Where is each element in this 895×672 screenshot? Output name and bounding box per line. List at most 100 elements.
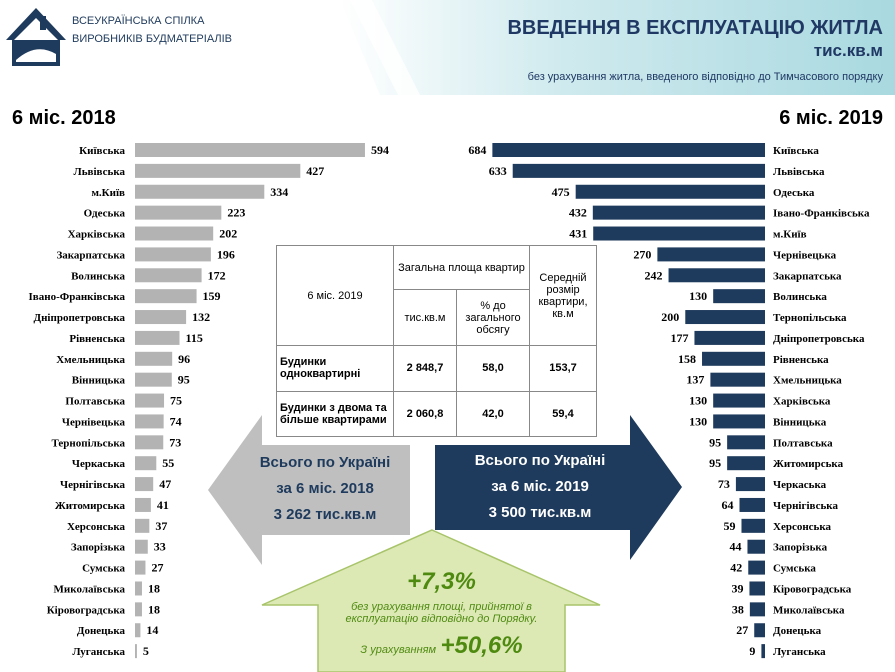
bar [135, 560, 146, 575]
value-label: 38 [732, 602, 744, 616]
table-group: Загальна площа квартир [393, 245, 530, 290]
bar [135, 310, 187, 325]
arrow-2019 [435, 415, 682, 560]
bar [713, 393, 765, 408]
bar [135, 456, 157, 471]
value-label: 431 [569, 227, 587, 241]
category-label: Дніпропетровська [773, 333, 865, 345]
bar [135, 602, 142, 617]
category-label: Чернівецька [62, 416, 126, 428]
bar [727, 456, 765, 471]
value-label: 96 [178, 352, 190, 366]
value-label: 95 [709, 456, 721, 470]
bar [668, 268, 765, 283]
category-label: Чернівецька [773, 249, 837, 261]
category-label: Житомирська [55, 500, 126, 512]
category-label: Кіровоградська [47, 604, 126, 616]
cell: 2 060,8 [393, 390, 457, 437]
category-label: Рівненська [773, 354, 829, 366]
total-line: за 6 міс. 2019 [491, 478, 589, 495]
bar [135, 268, 202, 283]
bar [135, 247, 211, 262]
value-label: 242 [645, 268, 663, 282]
category-label: Миколаївська [54, 583, 126, 595]
table-col: тис.кв.м [393, 289, 457, 346]
value-label: 115 [186, 331, 203, 345]
bar [727, 435, 765, 450]
bar [713, 289, 765, 304]
category-label: Запорізька [71, 542, 126, 554]
category-label: Волинська [773, 291, 827, 303]
bar [735, 477, 765, 492]
bar [749, 581, 765, 596]
cell: 2 848,7 [393, 345, 457, 392]
category-label: Сумська [773, 563, 816, 575]
bar [492, 143, 765, 157]
bar [135, 205, 222, 220]
value-label: 172 [208, 268, 226, 282]
value-label: 9 [749, 644, 755, 658]
bar [657, 247, 765, 262]
bar [135, 644, 137, 659]
total-line: Всього по Україні [474, 452, 606, 469]
table-col: Середній розмір квартири, кв.м [529, 245, 597, 346]
category-label: Луганська [773, 646, 826, 658]
value-label: 202 [219, 227, 237, 241]
bar [741, 518, 765, 533]
cell: 59,4 [529, 390, 597, 437]
growth-value: +7,3% [407, 568, 476, 595]
value-label: 196 [217, 247, 235, 261]
category-label: Івано-Франківська [29, 291, 126, 303]
bar [135, 497, 151, 512]
category-label: Харківська [773, 396, 831, 408]
category-label: Хмельницька [773, 375, 842, 387]
category-label: Дніпропетровська [34, 312, 126, 324]
bar [761, 644, 765, 659]
growth-with-value: +50,6% [440, 632, 523, 659]
category-label: Тернопільська [773, 312, 847, 324]
value-label: 95 [709, 435, 721, 449]
value-label: 427 [306, 164, 324, 178]
value-label: 42 [730, 561, 742, 575]
category-label: Запорізька [773, 542, 828, 554]
category-label: Харківська [68, 229, 126, 241]
bar [135, 581, 142, 596]
value-label: 18 [148, 581, 160, 595]
bar [754, 623, 765, 638]
bar [694, 330, 765, 345]
value-label: 5 [143, 644, 149, 658]
bar [739, 497, 765, 512]
value-label: 59 [723, 519, 735, 533]
cell: 42,0 [456, 390, 530, 437]
bar [685, 310, 765, 325]
category-label: Львівська [773, 166, 825, 178]
category-label: Житомирська [773, 458, 844, 470]
row-label: Будинки з двома та більше квартирами [276, 390, 394, 437]
category-label: Черкаська [72, 458, 126, 470]
bar [713, 414, 765, 429]
chart-title: 6 міс. 2018 [12, 107, 116, 129]
value-label: 33 [154, 540, 166, 554]
category-label: Чернігівська [773, 500, 838, 512]
value-label: 39 [731, 581, 743, 595]
total-line: 3 500 тис.кв.м [488, 504, 592, 521]
category-label: Одеська [773, 187, 815, 199]
category-label: Хмельницька [56, 354, 125, 366]
total-2019: Всього по Україні за 6 міс. 2019 3 500 т… [450, 448, 630, 526]
category-label: Вінницька [773, 416, 827, 428]
bar [135, 414, 164, 429]
value-label: 158 [678, 352, 696, 366]
value-label: 73 [718, 477, 730, 491]
value-label: 159 [203, 289, 221, 303]
value-label: 130 [689, 394, 707, 408]
bar [592, 205, 765, 220]
bar [135, 184, 265, 199]
bar [710, 372, 765, 387]
table-col: % до загального обсягу [456, 289, 530, 346]
value-label: 334 [270, 185, 288, 199]
value-label: 684 [468, 143, 486, 157]
value-label: 95 [178, 373, 190, 387]
table-corner: 6 міс. 2019 [276, 245, 394, 346]
cell: 153,7 [529, 345, 597, 392]
